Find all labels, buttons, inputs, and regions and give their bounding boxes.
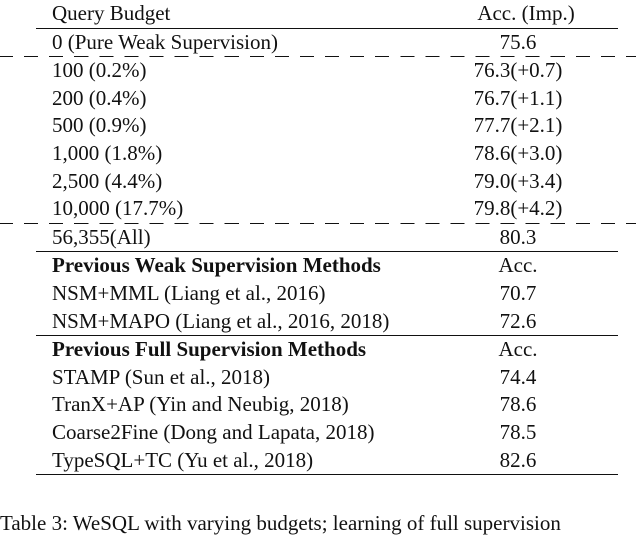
weak-section-acc-label: Acc. xyxy=(498,253,538,278)
row-value: 76.7(+1.1) xyxy=(473,85,563,110)
header-query-budget: Query Budget xyxy=(52,1,171,25)
full-section-header: Previous Full Supervision Methods Acc. xyxy=(36,336,618,364)
full-section-acc-label: Acc. xyxy=(498,337,538,362)
table-row: 1,000 (1.8%) 78.6(+3.0) xyxy=(36,140,618,168)
row-value: 72.6 xyxy=(499,308,537,333)
weak-section-title: Previous Weak Supervision Methods xyxy=(52,253,381,278)
row-value: 76.3(+0.7) xyxy=(473,58,563,83)
row-value: 82.6 xyxy=(499,447,537,472)
row-label: 0 (Pure Weak Supervision) xyxy=(52,29,278,54)
row-value: 70.7 xyxy=(499,280,537,305)
weak-section-header: Previous Weak Supervision Methods Acc. xyxy=(36,252,618,280)
weak-section-rule xyxy=(36,251,618,253)
row-value: 79.8(+4.2) xyxy=(473,196,563,221)
table-row-all: 56,355(All) 80.3 xyxy=(36,224,618,252)
row-label: NSM+MML (Liang et al., 2016) xyxy=(52,280,326,305)
table-row-baseline: 0 (Pure Weak Supervision) 75.6 xyxy=(36,29,618,57)
results-table: Query Budget Acc. (Imp.) 0 (Pure Weak Su… xyxy=(0,0,636,476)
row-label: 10,000 (17.7%) xyxy=(52,196,184,221)
header-rule xyxy=(36,27,618,29)
dashed-rule-bottom xyxy=(0,222,636,224)
table-row: TypeSQL+TC (Yu et al., 2018) 82.6 xyxy=(36,447,618,475)
row-label: STAMP (Sun et al., 2018) xyxy=(52,364,271,389)
table-row: 2,500 (4.4%) 79.0(+3.4) xyxy=(36,168,618,196)
table-row: TranX+AP (Yin and Neubig, 2018) 78.6 xyxy=(36,391,618,419)
table-row: NSM+MML (Liang et al., 2016) 70.7 xyxy=(36,280,618,308)
header-accuracy: Acc. (Imp.) xyxy=(477,1,575,25)
row-label: NSM+MAPO (Liang et al., 2016, 2018) xyxy=(52,308,390,333)
row-value: 74.4 xyxy=(499,364,537,389)
table-row: 500 (0.9%) 77.7(+2.1) xyxy=(36,112,618,140)
table-row: 200 (0.4%) 76.7(+1.1) xyxy=(36,85,618,113)
dashed-rule-top xyxy=(0,56,636,58)
bottom-rule xyxy=(36,474,618,476)
row-value: 79.0(+3.4) xyxy=(473,168,563,193)
full-section-rule xyxy=(36,335,618,337)
table-row: 10,000 (17.7%) 79.8(+4.2) xyxy=(36,195,618,223)
row-label: Coarse2Fine (Dong and Lapata, 2018) xyxy=(52,419,375,444)
row-label: 1,000 (1.8%) xyxy=(52,140,163,165)
row-value: 78.5 xyxy=(499,419,537,444)
row-label: 200 (0.4%) xyxy=(52,85,147,110)
table-caption: Table 3: WeSQL with varying budgets; lea… xyxy=(0,511,561,535)
row-label: 56,355(All) xyxy=(52,224,151,249)
row-value: 80.3 xyxy=(499,224,537,249)
row-value: 75.6 xyxy=(499,29,537,54)
row-value: 77.7(+2.1) xyxy=(473,113,563,138)
table-row: STAMP (Sun et al., 2018) 74.4 xyxy=(36,364,618,392)
row-label: TranX+AP (Yin and Neubig, 2018) xyxy=(52,392,349,417)
row-value: 78.6(+3.0) xyxy=(473,140,563,165)
row-label: 500 (0.9%) xyxy=(52,113,147,138)
row-label: 2,500 (4.4%) xyxy=(52,168,163,193)
row-value: 78.6 xyxy=(499,392,537,417)
full-section-title: Previous Full Supervision Methods xyxy=(52,337,367,362)
table-header-row: Query Budget Acc. (Imp.) xyxy=(36,0,618,28)
row-label: TypeSQL+TC (Yu et al., 2018) xyxy=(52,447,314,472)
table-row: Coarse2Fine (Dong and Lapata, 2018) 78.5 xyxy=(36,419,618,447)
table-row: 100 (0.2%) 76.3(+0.7) xyxy=(36,57,618,85)
row-label: 100 (0.2%) xyxy=(52,58,147,83)
table-row: NSM+MAPO (Liang et al., 2016, 2018) 72.6 xyxy=(36,308,618,336)
